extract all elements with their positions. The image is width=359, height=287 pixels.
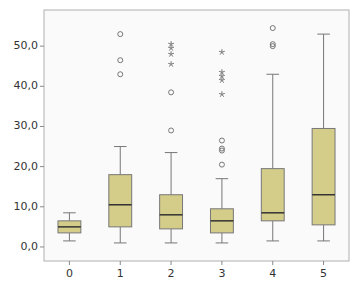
x-tick: [272, 261, 273, 265]
y-tick: [40, 46, 44, 47]
median: [210, 220, 233, 222]
far-outlier: [219, 91, 225, 96]
cap-high: [63, 212, 76, 213]
box-group: [210, 49, 233, 243]
whisker-low: [272, 221, 273, 241]
y-tick: [40, 246, 44, 247]
whisker-low: [171, 229, 172, 243]
whisker-high: [272, 74, 273, 168]
median: [261, 212, 284, 214]
whisker-low: [120, 227, 121, 243]
cap-high: [266, 74, 279, 75]
cap-low: [63, 240, 76, 241]
far-outlier: [219, 49, 225, 54]
y-tick-label: 10,0: [14, 200, 39, 213]
cap-high: [114, 146, 127, 147]
outlier: [118, 72, 123, 77]
box: [261, 169, 284, 221]
box-group: [312, 34, 335, 241]
far-outlier: [219, 73, 225, 78]
far-outlier: [168, 61, 174, 66]
y-tick-label: 30,0: [14, 119, 39, 132]
box-group: [160, 41, 183, 243]
x-tick-label: 4: [269, 267, 276, 280]
x-tick: [221, 261, 222, 265]
box-group: [261, 26, 284, 241]
box-group: [58, 213, 81, 241]
outlier: [169, 128, 174, 133]
median: [312, 194, 335, 196]
cap-low: [165, 242, 178, 243]
outlier: [270, 42, 275, 47]
x-tick-label: 0: [66, 267, 73, 280]
whisker-high: [171, 153, 172, 195]
outlier: [169, 90, 174, 95]
far-outlier: [219, 69, 225, 74]
cap-low: [216, 242, 229, 243]
whisker-high: [120, 147, 121, 175]
x-tick: [171, 261, 172, 265]
far-outlier: [168, 45, 174, 50]
boxes: [58, 26, 335, 243]
cap-low: [114, 242, 127, 243]
y-tick: [40, 126, 44, 127]
cap-high: [165, 152, 178, 153]
x-tick-label: 2: [168, 267, 175, 280]
whisker-low: [221, 233, 222, 243]
y-tick: [40, 166, 44, 167]
outlier: [270, 26, 275, 31]
cap-low: [266, 240, 279, 241]
whisker-high: [221, 179, 222, 209]
box: [109, 175, 132, 227]
y-tick: [40, 86, 44, 87]
whisker-low: [69, 233, 70, 241]
outlier: [219, 146, 224, 151]
plot-frame: [44, 10, 349, 261]
far-outlier: [219, 77, 225, 82]
outlier: [219, 138, 224, 143]
whisker-high: [69, 213, 70, 221]
y-tick-label: 50,0: [14, 39, 39, 52]
box-group: [109, 32, 132, 243]
cap-high: [317, 34, 330, 35]
cap-high: [216, 178, 229, 179]
outlier: [219, 162, 224, 167]
x-tick: [323, 261, 324, 265]
y-tick: [40, 206, 44, 207]
whisker-low: [323, 225, 324, 241]
median: [160, 214, 183, 216]
cap-low: [317, 240, 330, 241]
y-tick-label: 40,0: [14, 79, 39, 92]
far-outlier: [168, 41, 174, 46]
x-tick-label: 3: [218, 267, 225, 280]
x-tick-label: 5: [320, 267, 327, 280]
median: [109, 204, 132, 206]
outlier: [118, 32, 123, 37]
chart: 0,0 10,0 20,0 30,0 40,0 50,0 0 1 2 3 4 5: [0, 0, 359, 287]
median: [58, 226, 81, 228]
y-tick-label: 20,0: [14, 160, 39, 173]
x-tick: [120, 261, 121, 265]
y-tick-label: 0,0: [21, 240, 39, 253]
outlier: [118, 58, 123, 63]
far-outlier: [168, 51, 174, 56]
x-tick: [69, 261, 70, 265]
x-tick-label: 1: [117, 267, 124, 280]
box: [58, 221, 81, 233]
box: [160, 195, 183, 229]
box: [210, 209, 233, 233]
whisker-high: [323, 34, 324, 128]
axes: 0,0 10,0 20,0 30,0 40,0 50,0 0 1 2 3 4 5: [14, 39, 328, 280]
box: [312, 128, 335, 224]
